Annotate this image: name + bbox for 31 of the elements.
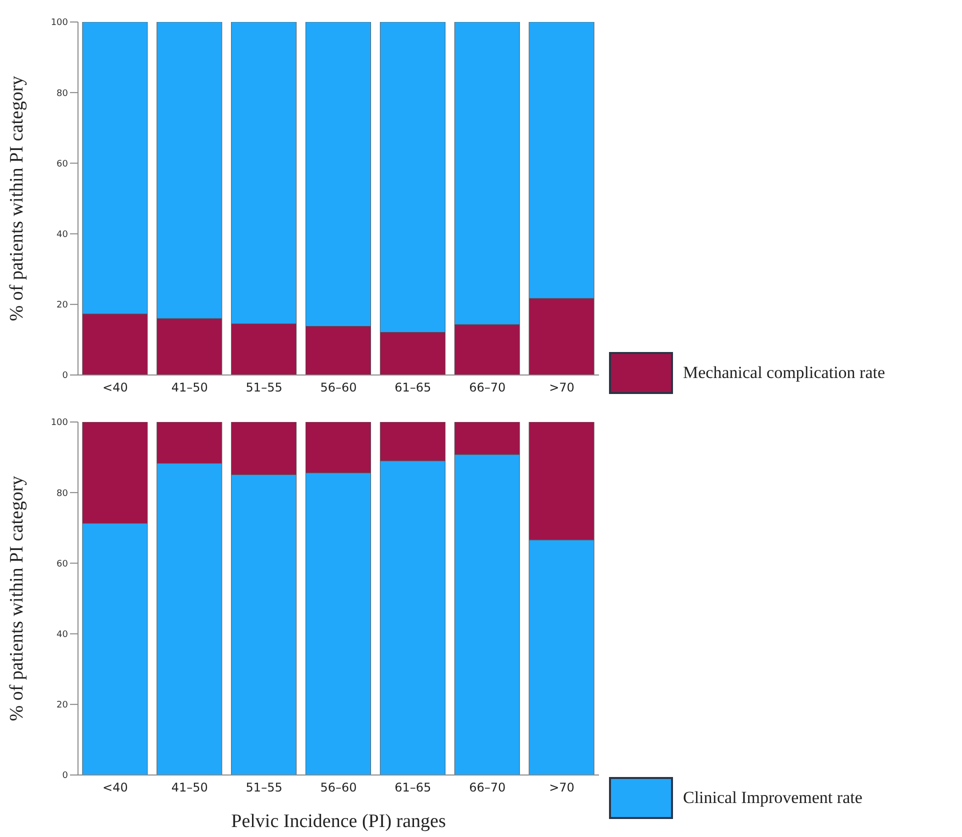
x-tick-label: >70 xyxy=(549,380,574,395)
x-tick-label: 51–55 xyxy=(246,380,282,395)
y-tick-label: 0 xyxy=(62,771,68,782)
x-tick-label: 66–70 xyxy=(469,780,506,795)
x-tick-label: 56–60 xyxy=(320,380,357,395)
x-tick-label: 41–50 xyxy=(171,380,208,395)
y-tick-label: 40 xyxy=(56,230,68,240)
y-tick-label: 60 xyxy=(56,159,68,170)
y-tick-label: 0 xyxy=(62,371,68,382)
text: Mechanical complication rate xyxy=(683,363,886,383)
y-tick-label: 60 xyxy=(56,559,68,570)
x-tick-label: 61–65 xyxy=(394,780,432,795)
y-tick-label: 80 xyxy=(56,488,68,499)
x-tick-label: 66–70 xyxy=(469,380,506,395)
x-axis-title: Pelvic Incidence (PI) ranges xyxy=(231,811,446,832)
text: Clinical Improvement rate xyxy=(683,788,862,808)
y-tick-label: 20 xyxy=(56,300,68,311)
x-tick-label: <40 xyxy=(102,780,128,795)
y-axis-title: % of patients within PI category xyxy=(6,75,28,322)
y-tick-label: 100 xyxy=(50,18,68,28)
y-tick-label: 80 xyxy=(56,88,68,99)
x-tick-label: 51–55 xyxy=(246,780,282,795)
x-tick-label: >70 xyxy=(549,780,574,795)
x-tick-label: 61–65 xyxy=(394,380,432,395)
y-axis-title: % of patients within PI category xyxy=(6,475,28,722)
x-tick-label: 41–50 xyxy=(171,780,208,795)
x-tick-label: <40 xyxy=(102,380,128,395)
y-tick-label: 20 xyxy=(56,700,68,711)
y-tick-label: 40 xyxy=(56,630,68,640)
y-tick-label: 100 xyxy=(50,418,68,428)
x-tick-label: 56–60 xyxy=(320,780,357,795)
